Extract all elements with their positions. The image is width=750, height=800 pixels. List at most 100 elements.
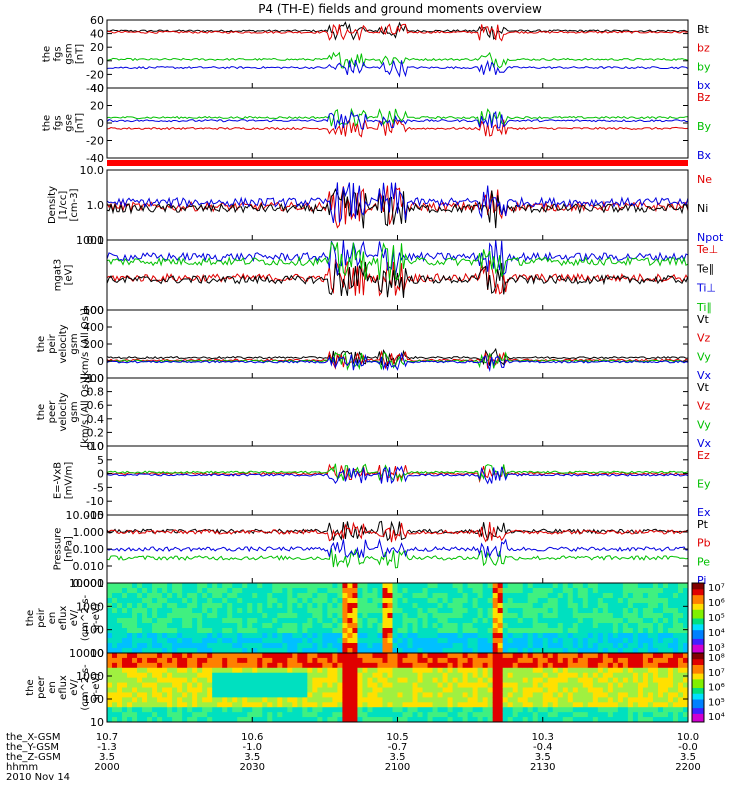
- spectrogram-cell: [457, 697, 464, 703]
- spectrogram-cell: [567, 657, 574, 664]
- spectrogram-cell: [532, 648, 539, 654]
- spectrogram-cell: [512, 608, 519, 614]
- spectrogram-cell: [662, 707, 669, 713]
- spectrogram-cell: [347, 677, 353, 684]
- spectrogram-cell: [127, 707, 133, 713]
- spectrogram-cell: [362, 648, 368, 654]
- y-tick-label: -40: [86, 82, 104, 95]
- spectrogram-cell: [442, 687, 449, 693]
- spectrogram-cell: [212, 618, 218, 624]
- spectrogram-cell: [172, 662, 178, 669]
- spectrogram-cell: [467, 702, 474, 708]
- spectrogram-cell: [152, 598, 158, 604]
- spectrogram-cell: [672, 623, 679, 629]
- spectrogram-cell: [452, 598, 459, 604]
- spectrogram-cell: [297, 687, 303, 693]
- spectrogram-cell: [562, 672, 569, 679]
- spectrogram-cell: [567, 613, 574, 619]
- spectrogram-cell: [577, 593, 584, 599]
- spectrogram-cell: [367, 593, 373, 599]
- spectrogram-cell: [342, 677, 348, 684]
- spectrogram-cell: [297, 633, 303, 639]
- spectrogram-cell: [632, 712, 639, 718]
- spectrogram-cell: [237, 598, 243, 604]
- spectrogram-cell: [522, 593, 529, 599]
- y-axis-label-line: velocity: [58, 324, 69, 363]
- spectrogram-cell: [397, 657, 404, 664]
- spectrogram-cell: [557, 682, 564, 688]
- orbit-row-value: -0.7: [388, 742, 408, 753]
- spectrogram-cell: [282, 623, 288, 629]
- spectrogram-cell: [477, 657, 484, 664]
- spectrogram-cell: [227, 697, 233, 703]
- spectrogram-cell: [517, 702, 524, 708]
- spectrogram-cell: [202, 692, 208, 698]
- spectrogram-cell: [187, 672, 193, 679]
- colorbar-tick-label: 10⁴: [708, 628, 725, 639]
- spectrogram-cell: [617, 717, 624, 723]
- spectrogram-cell: [237, 583, 243, 589]
- spectrogram-cell: [257, 588, 263, 594]
- spectrogram-cell: [217, 682, 223, 688]
- spectrogram-cell: [612, 643, 619, 649]
- spectrogram-cell: [562, 618, 569, 624]
- orbit-row-value: -1.0: [242, 742, 262, 753]
- spectrogram-cell: [592, 667, 599, 674]
- spectrogram-cell: [477, 623, 484, 629]
- spectrogram-cell: [577, 623, 584, 629]
- spectrogram-cell: [347, 653, 353, 659]
- spectrogram-cell: [182, 613, 188, 619]
- spectrogram-cell: [337, 697, 343, 703]
- spectrogram-cell: [512, 583, 519, 589]
- y-axis-label-line: (cm^2-s-: [80, 594, 91, 641]
- spectrogram-cell: [352, 598, 358, 604]
- spectrogram-cell: [377, 618, 383, 624]
- spectrogram-cell: [182, 687, 188, 693]
- spectrogram-cell: [262, 692, 268, 698]
- spectrogram-cell: [522, 702, 529, 708]
- spectrogram-cell: [532, 682, 539, 688]
- spectrogram-cell: [222, 638, 228, 644]
- spectrogram-cell: [507, 697, 514, 703]
- spectrogram-cell: [262, 682, 268, 688]
- spectrogram-cell: [597, 657, 604, 664]
- spectrogram-cell: [322, 697, 328, 703]
- spectrogram-cell: [302, 712, 308, 718]
- spectrogram-cell: [387, 633, 393, 639]
- spectrogram-cell: [177, 707, 183, 713]
- spectrogram-cell: [637, 628, 644, 634]
- spectrogram-cell: [537, 608, 544, 614]
- spectrogram-cell: [337, 653, 343, 659]
- spectrogram-cell: [667, 633, 674, 639]
- spectrogram-cell: [537, 603, 544, 609]
- spectrogram-cell: [482, 633, 489, 639]
- spectrogram-cell: [187, 603, 193, 609]
- spectrogram-cell: [122, 653, 128, 659]
- spectrogram-cell: [272, 687, 278, 693]
- spectrogram-cell: [237, 717, 243, 723]
- spectrogram-cell: [387, 657, 393, 664]
- series-peir-velocity-0: [106, 347, 689, 368]
- spectrogram-cell: [277, 702, 283, 708]
- spectrogram-cell: [267, 633, 273, 639]
- spectrogram-cell: [197, 653, 203, 659]
- spectrogram-cell: [357, 588, 363, 594]
- spectrogram-cell: [392, 648, 398, 654]
- spectrogram-cell: [137, 667, 143, 674]
- spectrogram-cell: [452, 628, 459, 634]
- spectrogram-cell: [527, 682, 534, 688]
- spectrogram-cell: [617, 593, 624, 599]
- spectrogram-cell: [127, 643, 133, 649]
- orbit-row-value: 10.6: [241, 732, 263, 743]
- spectrogram-cell: [647, 682, 654, 688]
- spectrogram-cell: [247, 677, 253, 684]
- spectrogram-cell: [317, 662, 323, 669]
- series-density-2: [106, 182, 689, 223]
- spectrogram-cell: [477, 712, 484, 718]
- spectrogram-cell: [572, 672, 579, 679]
- spectrogram-cell: [167, 697, 173, 703]
- spectrogram-cell: [142, 623, 148, 629]
- spectrogram-cell: [522, 643, 529, 649]
- spectrogram-cell: [452, 633, 459, 639]
- spectrogram-cell: [367, 643, 373, 649]
